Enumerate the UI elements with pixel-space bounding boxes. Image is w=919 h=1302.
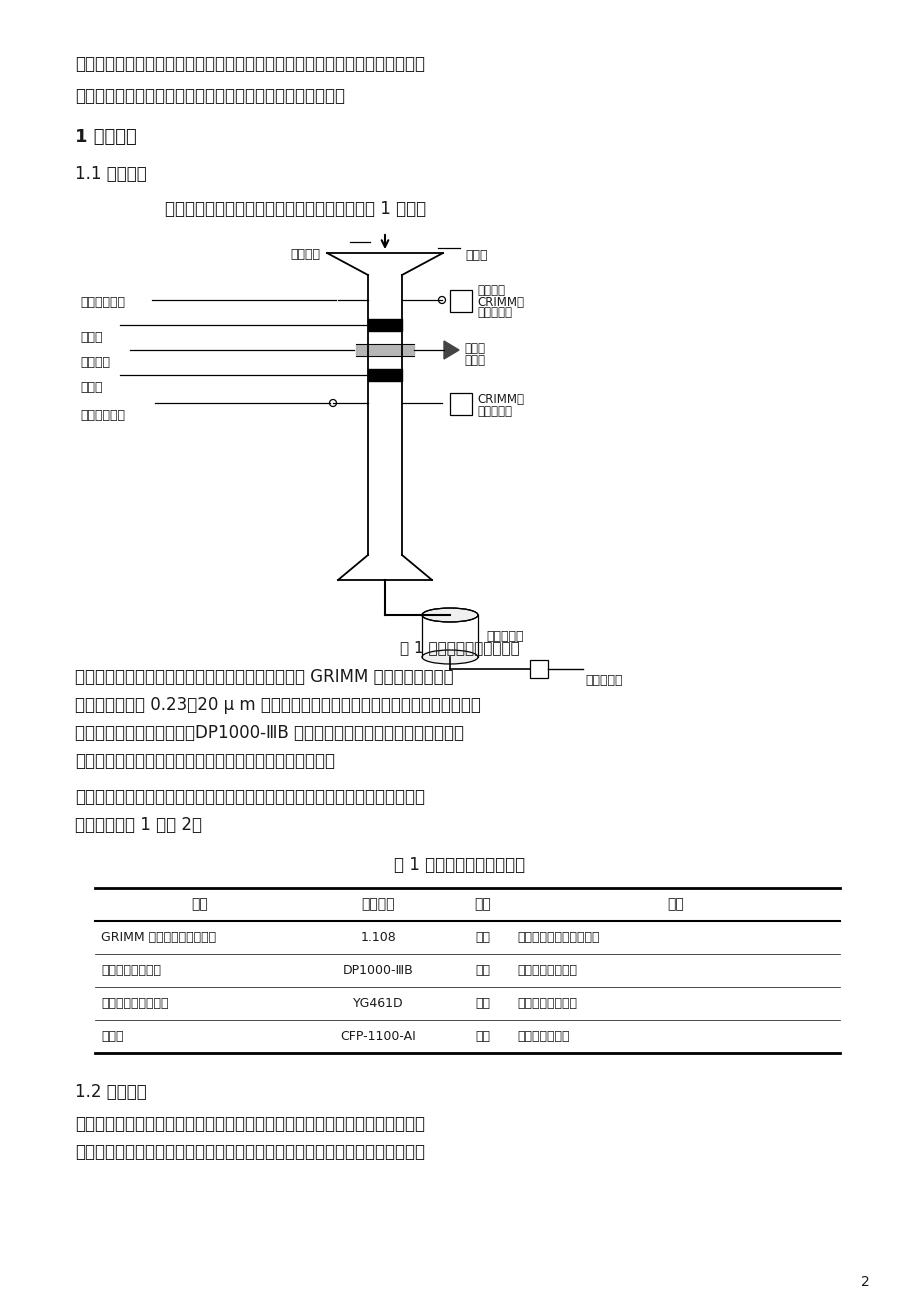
- Text: 测试滤料前后的粉尘浓度: 测试滤料前后的粉尘浓度: [516, 931, 599, 944]
- Text: 被测滤料: 被测滤料: [80, 355, 110, 368]
- Text: 集流器: 集流器: [464, 249, 487, 262]
- Text: 数字式: 数字式: [463, 342, 484, 355]
- Text: 美国: 美国: [474, 1030, 490, 1043]
- Text: 1 试验部分: 1 试验部分: [75, 128, 137, 146]
- Text: 透气性与过滤性能的关系，为微细粉尘的捕集提供理论参考。: 透气性与过滤性能的关系，为微细粉尘的捕集提供理论参考。: [75, 87, 345, 105]
- Text: 试受试滤料两侧 0.23～20 μ m 分级粒径粉尘计重浓度。过滤流体为环境气溶胶，: 试受试滤料两侧 0.23～20 μ m 分级粒径粉尘计重浓度。过滤流体为环境气溶…: [75, 697, 481, 713]
- Text: 型号规格: 型号规格: [361, 897, 394, 911]
- Text: 压力；滤料的分级过滤效率由颗粒物监测仪读数计算而得。: 压力；滤料的分级过滤效率由颗粒物监测仪读数计算而得。: [75, 753, 335, 769]
- Text: 静压环: 静压环: [80, 331, 102, 344]
- Text: 用途: 用途: [667, 897, 684, 911]
- Text: 常州: 常州: [474, 997, 490, 1010]
- Text: 测试时，通过改变风速得出清洁滤料阻力、过滤效率等之间关系。试验用仪器及: 测试时，通过改变风速得出清洁滤料阻力、过滤效率等之间关系。试验用仪器及: [75, 788, 425, 806]
- Text: CFP-1100-AI: CFP-1100-AI: [340, 1030, 415, 1043]
- Text: 测试管道: 测试管道: [476, 284, 505, 297]
- Text: 微电脑数字压力计: 微电脑数字压力计: [101, 963, 161, 976]
- Text: 上海: 上海: [474, 963, 490, 976]
- Text: 粒物监测仪: 粒物监测仪: [476, 405, 512, 418]
- Text: 名称: 名称: [191, 897, 208, 911]
- Text: 吸附脱附法等，本试验采用泡点法进行测试，泡点法测量孔径的原理是以表面张: 吸附脱附法等，本试验采用泡点法进行测试，泡点法测量孔径的原理是以表面张: [75, 1143, 425, 1161]
- Text: 2: 2: [860, 1275, 869, 1289]
- Text: 1.108: 1.108: [360, 931, 395, 944]
- Text: 测量滤料的孔径: 测量滤料的孔径: [516, 1030, 569, 1043]
- Text: 净气侧采样口: 净气侧采样口: [80, 409, 125, 422]
- Text: 图 1 滤料过滤性能测试装置: 图 1 滤料过滤性能测试装置: [400, 641, 519, 655]
- Text: 无油真空泵: 无油真空泵: [485, 630, 523, 643]
- Text: 数字式织物透气量仪: 数字式织物透气量仪: [101, 997, 168, 1010]
- Text: 1.2 试验方法: 1.2 试验方法: [75, 1083, 147, 1101]
- Text: CRIMM颗: CRIMM颗: [476, 393, 524, 406]
- Text: 试验装置采用东华大学过滤材料测试平台，如图 1 所示。: 试验装置采用东华大学过滤材料测试平台，如图 1 所示。: [165, 201, 425, 217]
- Text: 进气侧采样口: 进气侧采样口: [80, 296, 125, 309]
- Text: 德国: 德国: [474, 931, 490, 944]
- Polygon shape: [444, 341, 459, 359]
- Text: 1.1 试验装置: 1.1 试验装置: [75, 165, 147, 184]
- Bar: [449, 290, 471, 312]
- Text: GRIMM 便携式颗粒物监测仪: GRIMM 便携式颗粒物监测仪: [101, 931, 216, 944]
- Text: CRIMM颗: CRIMM颗: [476, 296, 524, 309]
- Text: 试样参数见表 1 和表 2。: 试样参数见表 1 和表 2。: [75, 816, 202, 835]
- Text: 转子流量计控制过滤风速；DP1000-ⅢB 微电脑数字压力计读取受试滤料两侧的: 转子流量计控制过滤风速；DP1000-ⅢB 微电脑数字压力计读取受试滤料两侧的: [75, 724, 463, 742]
- Ellipse shape: [422, 608, 478, 622]
- Bar: [529, 660, 548, 678]
- Text: 微压计: 微压计: [463, 354, 484, 367]
- Text: 孔径测试可采用显微镜观察法、射线小角度散射测量法、泡点法、压汞法和气体: 孔径测试可采用显微镜观察法、射线小角度散射测量法、泡点法、压汞法和气体: [75, 1115, 425, 1133]
- Text: 测量滤料的透气率: 测量滤料的透气率: [516, 997, 576, 1010]
- Text: 转子流量计: 转子流量计: [584, 674, 622, 687]
- Text: YG461D: YG461D: [352, 997, 403, 1010]
- Text: 气流入口: 气流入口: [289, 247, 320, 260]
- Text: 产地: 产地: [473, 897, 490, 911]
- Text: 该滤料测试平台为清洁滤料过滤性能装置。配备两台 GRIMM 颗粒物监测仪，测: 该滤料测试平台为清洁滤料过滤性能装置。配备两台 GRIMM 颗粒物监测仪，测: [75, 668, 453, 686]
- Bar: [449, 393, 471, 415]
- Ellipse shape: [422, 650, 478, 664]
- Text: 测量滤料两侧压力: 测量滤料两侧压力: [516, 963, 576, 976]
- Text: 静压环: 静压环: [80, 381, 102, 395]
- Text: 材料样品进行孔径及孔径分布、透气性和过滤性能测试，研究孔径、孔径分布、: 材料样品进行孔径及孔径分布、透气性和过滤性能测试，研究孔径、孔径分布、: [75, 55, 425, 73]
- Text: DP1000-ⅢB: DP1000-ⅢB: [343, 963, 413, 976]
- Text: 表 1 滤料过滤性能测试仪器: 表 1 滤料过滤性能测试仪器: [394, 855, 525, 874]
- Text: 孔径仪: 孔径仪: [101, 1030, 123, 1043]
- Text: 粒物监测仪: 粒物监测仪: [476, 306, 512, 319]
